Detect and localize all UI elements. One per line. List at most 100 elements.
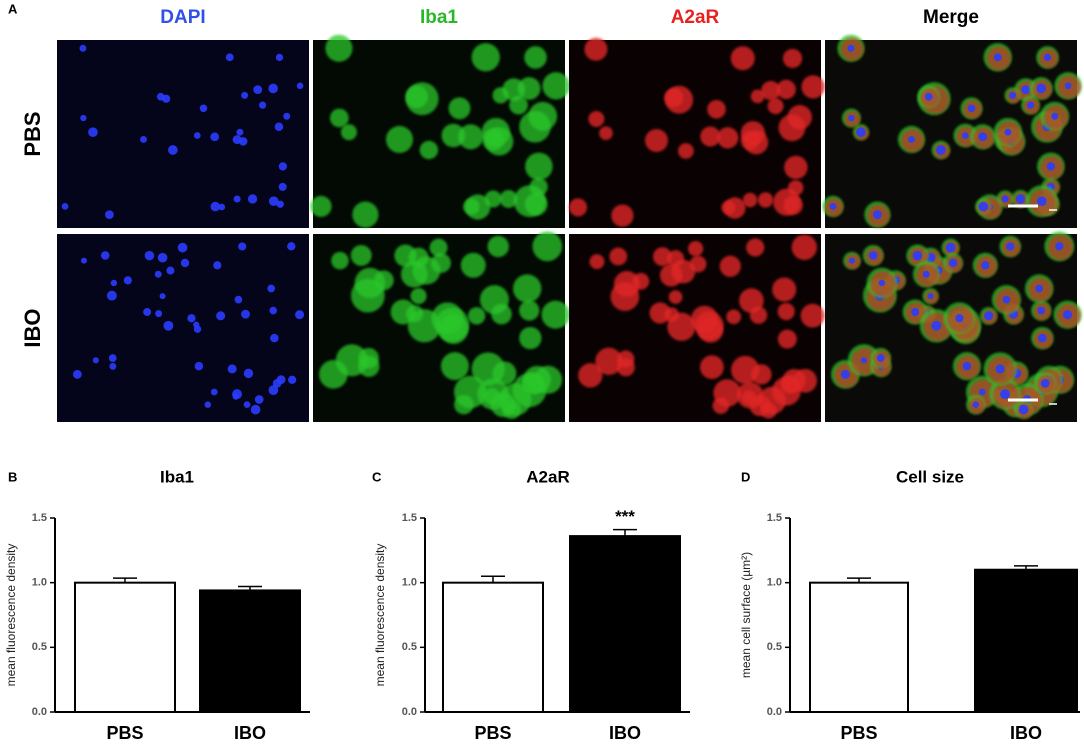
nucleus <box>194 361 204 371</box>
nucleus <box>1004 128 1012 136</box>
nucleus <box>840 369 850 379</box>
cell-a2ar <box>757 192 774 208</box>
nucleus <box>247 194 258 204</box>
nucleus <box>243 401 251 409</box>
cell-iba1 <box>400 260 428 288</box>
cell-iba1 <box>517 77 541 100</box>
nucleus <box>1009 91 1017 99</box>
y-tick-label: 0.0 <box>767 706 782 718</box>
nucleus <box>848 114 855 122</box>
cell-a2ar <box>739 288 764 313</box>
column-header: DAPI <box>160 7 205 28</box>
cell-iba1 <box>481 117 511 147</box>
nucleus <box>210 201 221 212</box>
cell-a2ar <box>690 305 718 333</box>
nucleus <box>1015 194 1026 204</box>
cell-iba1 <box>352 201 379 228</box>
cell-iba1 <box>325 34 353 62</box>
cell-iba1 <box>524 46 547 69</box>
cell-a2ar <box>578 363 603 388</box>
cell-a2ar <box>726 309 742 325</box>
y-tick-label: 0.5 <box>767 641 782 653</box>
cell-iba1 <box>358 347 379 369</box>
nucleus <box>1063 310 1073 320</box>
nucleus <box>1037 306 1046 315</box>
nucleus <box>1051 112 1059 120</box>
cell-iba1 <box>541 300 570 329</box>
nucleus <box>1046 162 1056 171</box>
x-tick-label: PBS <box>474 723 511 743</box>
y-tick-label: 1.0 <box>402 577 417 589</box>
row-label: IBO <box>20 308 45 347</box>
nucleus <box>159 293 166 300</box>
cell-iba1 <box>429 238 448 257</box>
nucleus <box>72 369 82 379</box>
nucleus <box>978 388 986 396</box>
nucleus <box>61 202 69 210</box>
nucleus <box>109 362 117 370</box>
cell-a2ar <box>800 303 825 328</box>
y-tick-label: 1.5 <box>32 512 47 524</box>
nucleus <box>227 364 237 374</box>
nucleus <box>962 361 972 371</box>
cell-iba1 <box>419 140 439 160</box>
cell-iba1 <box>463 198 480 215</box>
nucleus <box>232 389 243 400</box>
y-tick-label: 1.0 <box>767 577 782 589</box>
nucleus <box>193 132 201 139</box>
nucleus <box>948 258 958 268</box>
cell-a2ar <box>664 88 684 108</box>
nucleus <box>978 201 989 212</box>
cell-iba1 <box>502 400 521 419</box>
cell-a2ar <box>687 240 704 257</box>
nucleus <box>995 364 1005 374</box>
nucleus <box>868 251 878 260</box>
cell-a2ar <box>772 277 797 302</box>
cell-iba1 <box>519 300 540 321</box>
micrograph <box>310 34 570 228</box>
nucleus <box>1064 82 1072 90</box>
cell-iba1 <box>479 285 509 315</box>
cell-a2ar <box>750 89 765 104</box>
y-tick-label: 0.0 <box>32 706 47 718</box>
cell-iba1 <box>458 124 484 150</box>
nucleus <box>1036 83 1046 94</box>
nucleus <box>177 242 188 253</box>
nucleus <box>267 284 276 293</box>
y-tick-label: 1.0 <box>32 577 47 589</box>
nucleus <box>1036 196 1047 206</box>
nucleus <box>241 91 249 99</box>
y-axis-label: mean cell surface (µm²) <box>739 552 753 678</box>
nucleus <box>250 404 261 415</box>
cell-a2ar <box>784 155 808 180</box>
nucleus <box>955 314 964 323</box>
nucleus <box>268 83 278 94</box>
significance: *** <box>615 507 635 526</box>
nucleus <box>856 127 866 137</box>
nucleus <box>1018 404 1029 415</box>
nucleus <box>258 101 267 109</box>
nucleus <box>123 276 132 285</box>
cell-a2ar <box>782 48 803 69</box>
nucleus <box>241 309 250 319</box>
nucleus <box>253 85 263 95</box>
nucleus <box>912 250 923 261</box>
nucleus <box>140 135 147 143</box>
nucleus <box>180 258 190 268</box>
cell-a2ar <box>700 355 724 380</box>
nucleus <box>163 320 174 331</box>
bar <box>809 581 909 714</box>
nucleus <box>80 114 87 122</box>
nucleus <box>168 145 178 155</box>
cell-a2ar <box>707 99 726 119</box>
nucleus <box>931 320 942 331</box>
nucleus <box>100 251 110 260</box>
nucleus <box>193 321 200 328</box>
cell-a2ar <box>653 247 672 267</box>
nucleus <box>1026 101 1035 109</box>
cell-iba1 <box>492 87 509 104</box>
micrograph <box>822 34 1082 228</box>
nucleus <box>155 310 163 318</box>
cell-iba1 <box>528 101 558 131</box>
nucleus <box>984 311 994 321</box>
